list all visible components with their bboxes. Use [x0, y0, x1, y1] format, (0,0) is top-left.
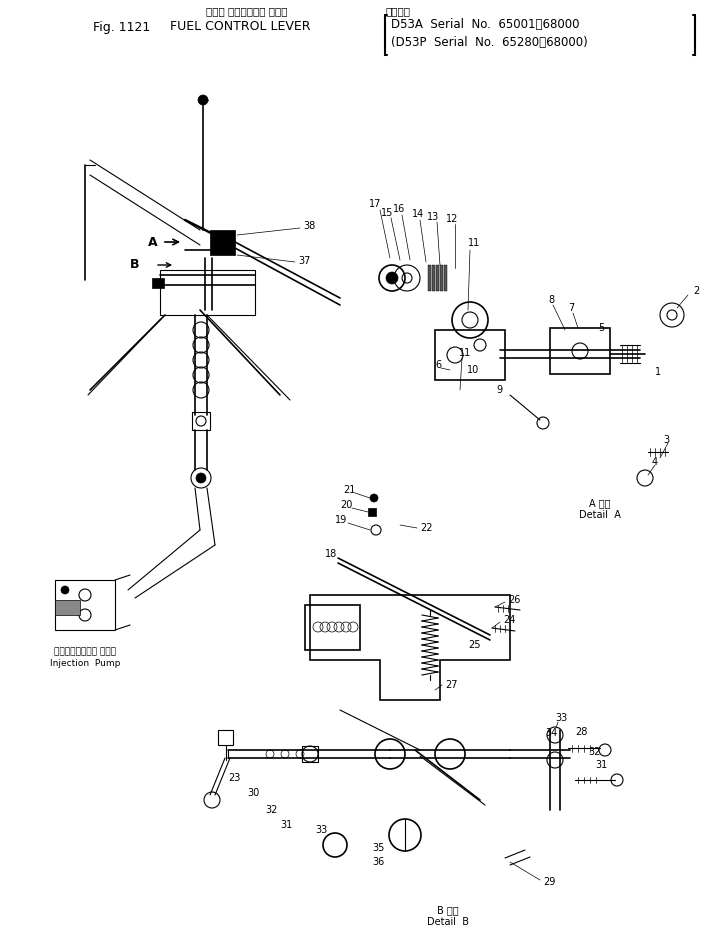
Text: 2: 2: [693, 286, 699, 296]
Circle shape: [386, 272, 398, 284]
Text: 22: 22: [420, 523, 432, 533]
Text: 5: 5: [598, 323, 604, 333]
Bar: [210, 230, 235, 255]
Circle shape: [370, 494, 378, 502]
Circle shape: [198, 95, 208, 105]
Text: 20: 20: [340, 500, 352, 510]
Text: A 詳圖
Detail  A: A 詳圖 Detail A: [579, 498, 621, 519]
Text: 35: 35: [372, 843, 384, 853]
Text: 4: 4: [652, 457, 658, 467]
Text: 13: 13: [427, 212, 440, 222]
Circle shape: [667, 310, 677, 320]
Text: 12: 12: [446, 214, 458, 224]
Bar: [305, 605, 360, 650]
Bar: [160, 270, 255, 315]
Bar: [550, 328, 610, 374]
Text: (D53P  Serial  No.  65280－68000): (D53P Serial No. 65280－68000): [391, 36, 588, 49]
Text: 11: 11: [468, 238, 480, 248]
Text: A: A: [148, 236, 158, 249]
Text: 37: 37: [298, 256, 310, 266]
Text: 9: 9: [496, 385, 502, 395]
Text: 32: 32: [265, 805, 277, 815]
Bar: [428, 265, 431, 291]
Text: 3: 3: [663, 435, 669, 445]
Text: 26: 26: [508, 595, 521, 605]
Text: 1: 1: [655, 367, 661, 377]
Text: 33: 33: [315, 825, 327, 835]
Text: 14: 14: [412, 209, 424, 219]
Bar: [55, 580, 115, 630]
Text: 18: 18: [325, 549, 337, 559]
Text: 34: 34: [545, 728, 557, 738]
Circle shape: [61, 606, 69, 614]
Bar: [152, 278, 164, 288]
Circle shape: [61, 586, 69, 594]
Text: インジェクション ポンプ: インジェクション ポンプ: [54, 647, 116, 656]
Text: 6: 6: [435, 360, 441, 370]
Text: 24: 24: [503, 615, 516, 625]
Text: 31: 31: [280, 820, 293, 830]
Text: 31: 31: [595, 760, 607, 770]
Bar: [302, 746, 318, 762]
Text: 29: 29: [543, 877, 556, 887]
Bar: [440, 265, 443, 291]
Text: 7: 7: [568, 303, 574, 313]
Text: 23: 23: [228, 773, 240, 783]
Text: 27: 27: [445, 680, 457, 690]
Text: 8: 8: [548, 295, 554, 305]
Text: 11: 11: [459, 348, 471, 358]
Text: B 詳圖
Detail  B: B 詳圖 Detail B: [427, 905, 469, 926]
Bar: [435, 330, 505, 380]
Text: 32: 32: [588, 747, 600, 757]
Bar: [368, 508, 376, 516]
Text: 16: 16: [393, 204, 405, 214]
Text: 25: 25: [468, 640, 480, 650]
Bar: [444, 265, 447, 291]
Text: FUEL CONTROL LEVER: FUEL CONTROL LEVER: [170, 20, 310, 34]
Bar: [432, 265, 435, 291]
Text: Injection  Pump: Injection Pump: [49, 658, 120, 668]
Text: Fig. 1121: Fig. 1121: [93, 20, 151, 34]
Text: 適用号指: 適用号指: [385, 6, 410, 16]
Bar: [192, 412, 210, 430]
Text: B: B: [130, 259, 140, 272]
Text: 28: 28: [575, 727, 587, 737]
Text: 36: 36: [372, 857, 384, 867]
Text: 21: 21: [343, 485, 356, 495]
Text: 15: 15: [381, 208, 394, 218]
Bar: [55, 600, 80, 615]
Text: 33: 33: [555, 713, 567, 723]
Circle shape: [196, 473, 206, 483]
Text: D53A  Serial  No.  65001－68000: D53A Serial No. 65001－68000: [391, 18, 579, 31]
Text: 30: 30: [247, 788, 260, 798]
Text: フェル コントロール レバー: フェル コントロール レバー: [206, 6, 288, 16]
Text: 38: 38: [303, 221, 315, 231]
Text: 17: 17: [369, 199, 381, 209]
Text: 10: 10: [467, 365, 479, 375]
Bar: [436, 265, 439, 291]
Bar: [218, 730, 233, 745]
Text: 19: 19: [335, 515, 347, 525]
